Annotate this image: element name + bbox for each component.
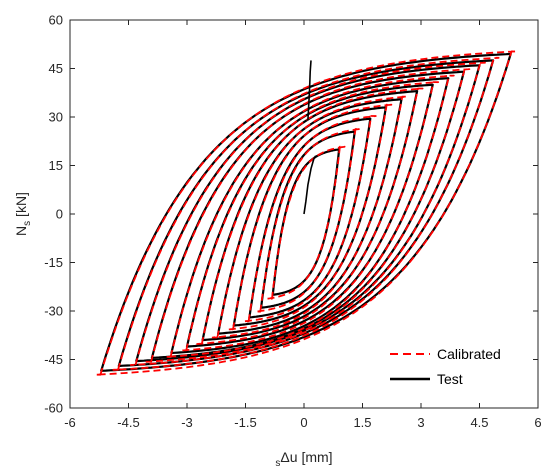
legend-label-calibrated: Calibrated [437,346,501,362]
y-axis-label-unit: [kN] [13,192,29,221]
x-tick-label: -4.5 [117,415,139,430]
calibrated-loop-1 [266,145,346,300]
x-tick-label: 0 [300,415,307,430]
calibrated-loop-10 [129,61,486,366]
calibrated-loop-9 [145,68,471,363]
y-tick-label: -30 [44,304,63,319]
calibrated-loop-4 [227,103,393,331]
x-tick-label: -6 [64,415,76,430]
y-axis-label-subscript: s [22,221,33,226]
x-tick-label: 1.5 [353,415,371,430]
y-tick-label: -15 [44,255,63,270]
test-initial-branch [303,155,317,215]
y-tick-label: 30 [49,110,63,125]
calibrated-loop-3 [243,115,377,323]
x-tick-label: 6 [534,415,541,430]
y-axis-label: Ns [kN] [13,192,33,236]
x-tick-label: 3 [417,415,424,430]
y-tick-label: -60 [44,401,63,416]
calibrated-loop-12 [94,50,518,376]
test-transition-branch [307,60,312,121]
y-axis-label-main: N [13,226,29,236]
y-tick-label: 15 [49,158,63,173]
test-loop-3 [248,117,372,319]
series-layer [94,50,518,376]
y-tick-label: 60 [49,13,63,28]
y-tick-label: -45 [44,352,63,367]
x-axis-label-subscript: s [275,458,280,469]
calibrated-loop-2 [254,128,362,313]
y-tick-label: 0 [56,207,63,222]
x-axis-label-main: Δu [mm] [280,449,332,465]
calibrated-loop-6 [196,87,424,345]
y-tick-label: 45 [49,61,63,76]
legend: Calibrated Test [380,340,530,394]
calibrated-loop-5 [211,95,408,339]
legend-label-test: Test [437,371,463,387]
calibrated-loop-11 [112,56,500,371]
x-tick-label: 4.5 [470,415,488,430]
calibrated-loop-7 [180,81,440,352]
calibrated-loop-8 [165,74,455,358]
x-tick-label: -1.5 [234,415,256,430]
legend-background [380,340,530,394]
x-tick-label: -3 [181,415,193,430]
x-axis-label: sΔu [mm] [275,449,332,469]
tick-layer: -6 -4.5 -3 -1.5 0 1.5 3 4.5 6 60 45 30 15 0 -15 -30 -45 -… [44,13,541,431]
